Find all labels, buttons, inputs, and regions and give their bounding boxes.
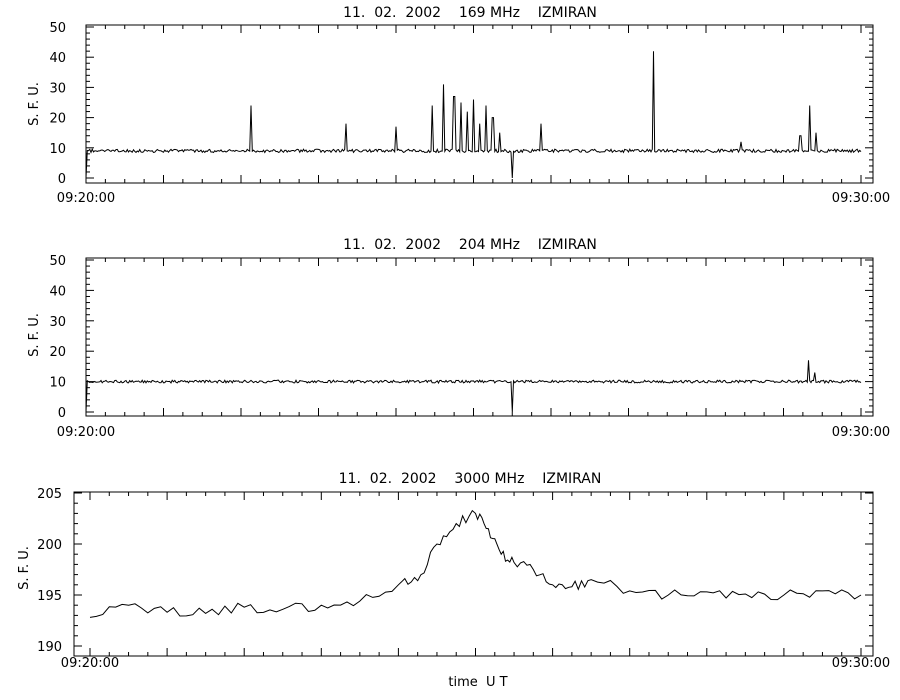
x-axis-ticks: [85, 25, 862, 183]
y-tick-label: 20: [49, 112, 66, 127]
y-tick-label: 200: [37, 538, 62, 553]
x-tick-label-start: 09:20:00: [57, 425, 115, 440]
chart-title: 11. 02. 2002 204 MHz IZMIRAN: [343, 237, 597, 253]
chart-title: 11. 02. 2002 169 MHz IZMIRAN: [343, 5, 597, 21]
y-axis-label: S. F. U.: [17, 546, 32, 590]
y-tick-label: 50: [49, 21, 66, 36]
y-tick-label: 0: [58, 172, 66, 187]
plot-frame: [85, 24, 874, 184]
y-tick-label: 10: [49, 376, 66, 391]
y-axis-label: S. F. U.: [27, 313, 42, 357]
y-tick-label: 0: [58, 406, 66, 421]
x-tick-label-end: 09:30:00: [832, 656, 890, 671]
y-tick-label: 20: [49, 345, 66, 360]
series-line-169mhz: [85, 51, 862, 179]
y-tick-label: 205: [37, 487, 62, 502]
y-tick-label: 40: [49, 284, 66, 299]
x-tick-label-start: 09:20:00: [61, 656, 119, 671]
y-tick-label: 195: [37, 589, 62, 604]
x-tick-label-end: 09:30:00: [832, 191, 890, 206]
x-axis-label: time U T: [448, 675, 507, 690]
y-tick-label: 30: [49, 81, 66, 96]
y-tick-label: 30: [49, 315, 66, 330]
y-axis-ticks: 0 10 20 30 40 50: [49, 254, 873, 421]
y-tick-label: 190: [37, 640, 62, 655]
y-axis-ticks: 190 195 200 205: [37, 487, 873, 655]
y-axis-label: S. F. U.: [27, 82, 42, 126]
series-line-204mhz: [85, 360, 862, 413]
y-tick-label: 10: [49, 142, 66, 157]
chart-panel-169mhz: 11. 02. 2002 169 MHz IZMIRAN S. F. U. 0 1…: [27, 5, 890, 206]
plot-frame: [85, 257, 874, 417]
x-tick-label-end: 09:30:00: [832, 425, 890, 440]
x-tick-label-start: 09:20:00: [57, 191, 115, 206]
y-tick-label: 50: [49, 254, 66, 269]
series-line-3000mhz: [89, 509, 862, 618]
x-axis-ticks: [85, 258, 862, 416]
y-tick-label: 40: [49, 51, 66, 66]
chart-panel-204mhz: 11. 02. 2002 204 MHz IZMIRAN S. F. U. 0 1…: [27, 237, 890, 440]
chart-title: 11. 02. 2002 3000 MHz IZMIRAN: [339, 471, 602, 487]
plot-frame: [73, 491, 874, 657]
y-axis-ticks: 0 10 20 30 40 50: [49, 21, 873, 187]
x-axis-ticks: [89, 492, 862, 656]
chart-panel-3000mhz: 11. 02. 2002 3000 MHz IZMIRAN S. F. U. 1…: [17, 471, 890, 690]
